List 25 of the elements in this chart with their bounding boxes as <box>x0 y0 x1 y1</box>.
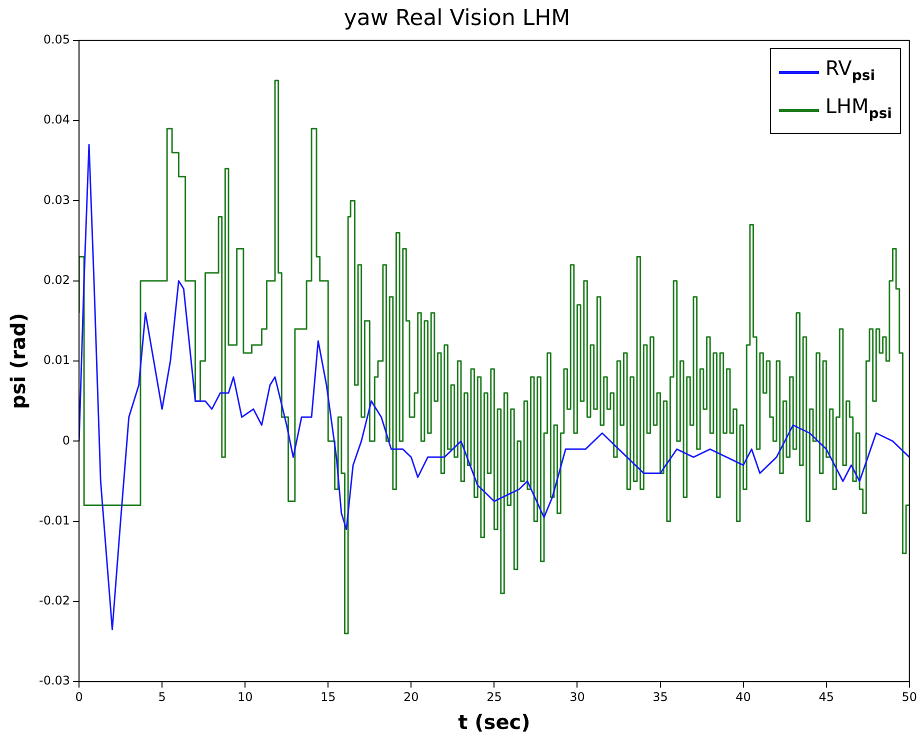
x-tick-label: 40 <box>736 690 751 704</box>
y-tick-label: 0.05 <box>43 32 70 47</box>
y-tick-label: 0 <box>62 433 70 448</box>
x-axis-title: t (sec) <box>458 710 530 734</box>
x-tick-label: 25 <box>486 690 502 704</box>
y-tick-label: -0.01 <box>38 513 70 528</box>
y-tick-label: -0.03 <box>38 674 70 688</box>
x-tick-label: 15 <box>320 690 336 704</box>
legend-label: RV$_{psi}$ <box>825 55 875 86</box>
legend-label: LHM$_{psi}$ <box>825 93 892 124</box>
x-tick-label: 30 <box>570 690 585 704</box>
x-tick-label: 5 <box>158 690 166 704</box>
y-tick-label: 0.02 <box>43 272 70 287</box>
chart-title: yaw Real Vision LHM <box>344 6 570 31</box>
y-tick-label: 0.01 <box>43 353 70 368</box>
y-tick-label: -0.02 <box>38 594 70 608</box>
x-tick-label: 20 <box>404 690 419 704</box>
x-tick-label: 50 <box>902 690 918 704</box>
x-tick-label: 45 <box>818 690 834 704</box>
y-tick-label: 0.04 <box>43 112 70 127</box>
x-tick-label: 35 <box>652 690 668 704</box>
y-axis-title: psi (rad) <box>6 313 30 409</box>
y-tick-label: 0.03 <box>43 192 70 207</box>
x-tick-label: 10 <box>237 690 253 704</box>
x-tick-label: 0 <box>75 690 83 704</box>
